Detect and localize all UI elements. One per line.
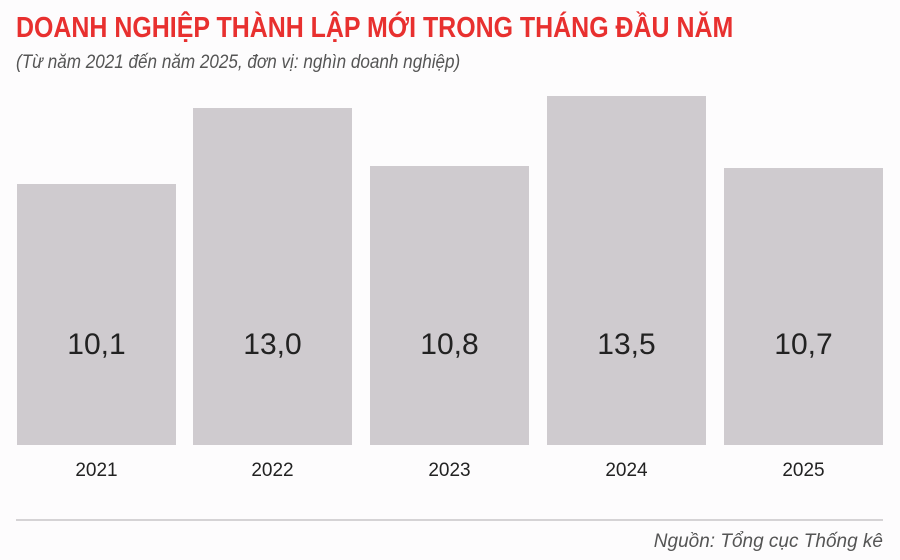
bar-2022: 13,0	[193, 108, 352, 445]
x-tick-label: 2022	[251, 460, 294, 481]
bar-2021: 10,1	[17, 184, 176, 445]
bar-2025: 10,7	[724, 168, 883, 445]
x-tick-label: 2024	[605, 460, 648, 481]
x-tick-label: 2021	[75, 460, 118, 481]
x-tick-label: 2023	[428, 460, 471, 481]
bar-value-label: 13,0	[243, 328, 302, 361]
source-note: Nguồn: Tổng cục Thống kê	[653, 531, 883, 552]
bar-value-label: 10,1	[67, 328, 126, 361]
chart-subtitle: (Từ năm 2021 đến năm 2025, đơn vị: nghìn…	[16, 52, 461, 73]
bar-2024: 13,5	[547, 96, 706, 445]
footer-divider	[16, 519, 883, 521]
bar-value-label: 13,5	[597, 328, 656, 361]
chart-title: DOANH NGHIỆP THÀNH LẬP MỚI TRONG THÁNG Đ…	[16, 12, 734, 44]
bar-2023: 10,8	[370, 166, 529, 445]
bar-value-label: 10,8	[420, 328, 479, 361]
x-tick-label: 2025	[782, 460, 825, 481]
bar-value-label: 10,7	[774, 328, 833, 361]
